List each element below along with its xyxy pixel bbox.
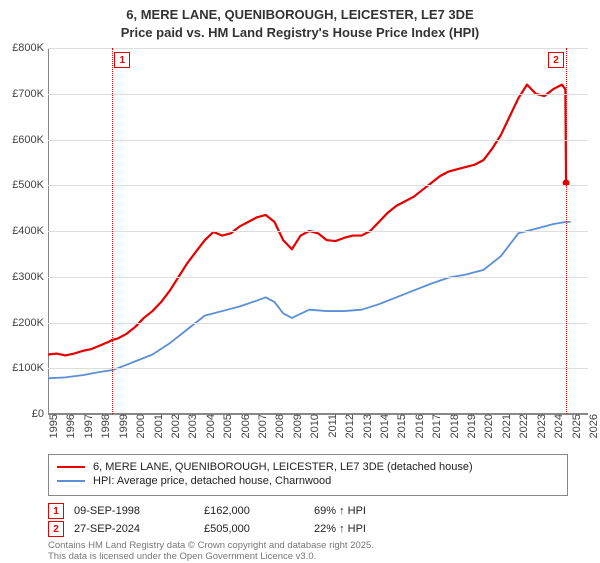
x-axis-label: 2015 <box>392 414 408 438</box>
x-axis-label: 2008 <box>270 414 286 438</box>
legend-row-price: 6, MERE LANE, QUENIBOROUGH, LEICESTER, L… <box>57 461 559 473</box>
x-axis-label: 1997 <box>79 414 95 438</box>
y-axis-label: £400K <box>12 225 48 237</box>
x-axis-label: 2013 <box>358 414 374 438</box>
y-axis-label: £800K <box>12 42 48 54</box>
legend-swatch-hpi <box>57 480 85 482</box>
attribution-line-2: This data is licensed under the Open Gov… <box>48 551 374 562</box>
x-axis-label: 2007 <box>253 414 269 438</box>
marker-table: 1 09-SEP-1998 £162,000 69% ↑ HPI 2 27-SE… <box>48 502 434 538</box>
x-axis-label: 1999 <box>114 414 130 438</box>
y-axis-label: £500K <box>12 179 48 191</box>
y-axis-label: £700K <box>12 88 48 100</box>
x-axis-label: 2026 <box>584 414 600 438</box>
x-axis-label: 1996 <box>61 414 77 438</box>
title-line-1: 6, MERE LANE, QUENIBOROUGH, LEICESTER, L… <box>0 6 600 24</box>
marker-line <box>566 48 567 414</box>
x-axis-label: 2000 <box>131 414 147 438</box>
gridline <box>48 140 588 141</box>
x-axis-label: 2021 <box>497 414 513 438</box>
title-block: 6, MERE LANE, QUENIBOROUGH, LEICESTER, L… <box>0 0 600 41</box>
x-axis-label: 2004 <box>201 414 217 438</box>
x-axis-label: 2017 <box>427 414 443 438</box>
x-axis-label: 2023 <box>532 414 548 438</box>
title-line-2: Price paid vs. HM Land Registry's House … <box>0 24 600 42</box>
marker-date-1: 09-SEP-1998 <box>74 505 194 517</box>
series-hpi <box>48 222 571 378</box>
x-axis-label: 2025 <box>567 414 583 438</box>
gridline <box>48 323 588 324</box>
marker-badge: 2 <box>548 52 564 68</box>
gridline <box>48 277 588 278</box>
x-axis-label: 2009 <box>288 414 304 438</box>
y-axis-label: £100K <box>12 362 48 374</box>
legend-swatch-price <box>57 466 85 468</box>
x-axis-label: 1995 <box>44 414 60 438</box>
x-axis-label: 2012 <box>340 414 356 438</box>
y-axis-label: £300K <box>12 271 48 283</box>
marker-badge: 1 <box>114 52 130 68</box>
marker-badge-2: 2 <box>48 521 64 537</box>
legend-label-hpi: HPI: Average price, detached house, Char… <box>93 475 331 487</box>
x-axis-label: 2011 <box>323 414 339 438</box>
attribution: Contains HM Land Registry data © Crown c… <box>48 540 374 563</box>
x-axis-label: 2024 <box>549 414 565 438</box>
plot-area: £0£100K£200K£300K£400K£500K£600K£700K£80… <box>48 48 588 414</box>
x-axis-label: 2018 <box>445 414 461 438</box>
legend-label-price: 6, MERE LANE, QUENIBOROUGH, LEICESTER, L… <box>93 461 473 473</box>
x-axis-label: 2005 <box>218 414 234 438</box>
x-axis-label: 2003 <box>183 414 199 438</box>
series-price_paid <box>48 85 566 356</box>
x-axis-label: 2014 <box>375 414 391 438</box>
gridline <box>48 94 588 95</box>
chart-container: 6, MERE LANE, QUENIBOROUGH, LEICESTER, L… <box>0 0 600 560</box>
legend-row-hpi: HPI: Average price, detached house, Char… <box>57 475 559 487</box>
marker-hpi-1: 69% ↑ HPI <box>314 505 434 517</box>
attribution-line-1: Contains HM Land Registry data © Crown c… <box>48 540 374 551</box>
x-axis-label: 2006 <box>236 414 252 438</box>
x-axis-label: 2010 <box>305 414 321 438</box>
gridline <box>48 368 588 369</box>
marker-badge-1: 1 <box>48 503 64 519</box>
x-axis-label: 2001 <box>149 414 165 438</box>
x-axis-label: 1998 <box>96 414 112 438</box>
marker-price-2: £505,000 <box>204 523 304 535</box>
x-axis-label: 2019 <box>462 414 478 438</box>
gridline <box>48 48 588 49</box>
y-axis-label: £600K <box>12 134 48 146</box>
legend-box: 6, MERE LANE, QUENIBOROUGH, LEICESTER, L… <box>48 454 568 496</box>
marker-hpi-2: 22% ↑ HPI <box>314 523 434 535</box>
y-axis-label: £200K <box>12 317 48 329</box>
marker-price-1: £162,000 <box>204 505 304 517</box>
x-axis-label: 2022 <box>514 414 530 438</box>
x-axis-label: 2020 <box>479 414 495 438</box>
x-axis-label: 2002 <box>166 414 182 438</box>
marker-line <box>112 48 113 414</box>
marker-row-2: 2 27-SEP-2024 £505,000 22% ↑ HPI <box>48 520 434 538</box>
gridline <box>48 185 588 186</box>
gridline <box>48 231 588 232</box>
marker-row-1: 1 09-SEP-1998 £162,000 69% ↑ HPI <box>48 502 434 520</box>
marker-date-2: 27-SEP-2024 <box>74 523 194 535</box>
x-axis-label: 2016 <box>410 414 426 438</box>
